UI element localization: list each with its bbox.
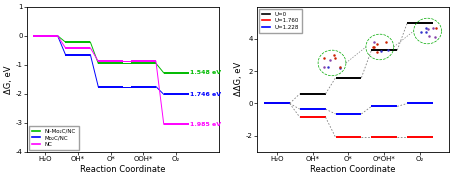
Legend: U=0, U=1.760, U=1.228: U=0, U=1.760, U=1.228 <box>259 9 302 33</box>
Text: 1.548 eV: 1.548 eV <box>190 70 221 75</box>
X-axis label: Reaction Coordinate: Reaction Coordinate <box>310 165 396 174</box>
Y-axis label: ΔG, eV: ΔG, eV <box>4 65 13 93</box>
Legend: Ni-Mo₂C/NC, Mo₂C/NC, NC: Ni-Mo₂C/NC, Mo₂C/NC, NC <box>29 126 79 150</box>
X-axis label: Reaction Coordinate: Reaction Coordinate <box>80 165 166 174</box>
Y-axis label: ΔΔG, eV: ΔΔG, eV <box>234 62 243 96</box>
Text: 1.985 eV: 1.985 eV <box>190 122 221 127</box>
Text: 1.746 eV: 1.746 eV <box>190 92 221 97</box>
